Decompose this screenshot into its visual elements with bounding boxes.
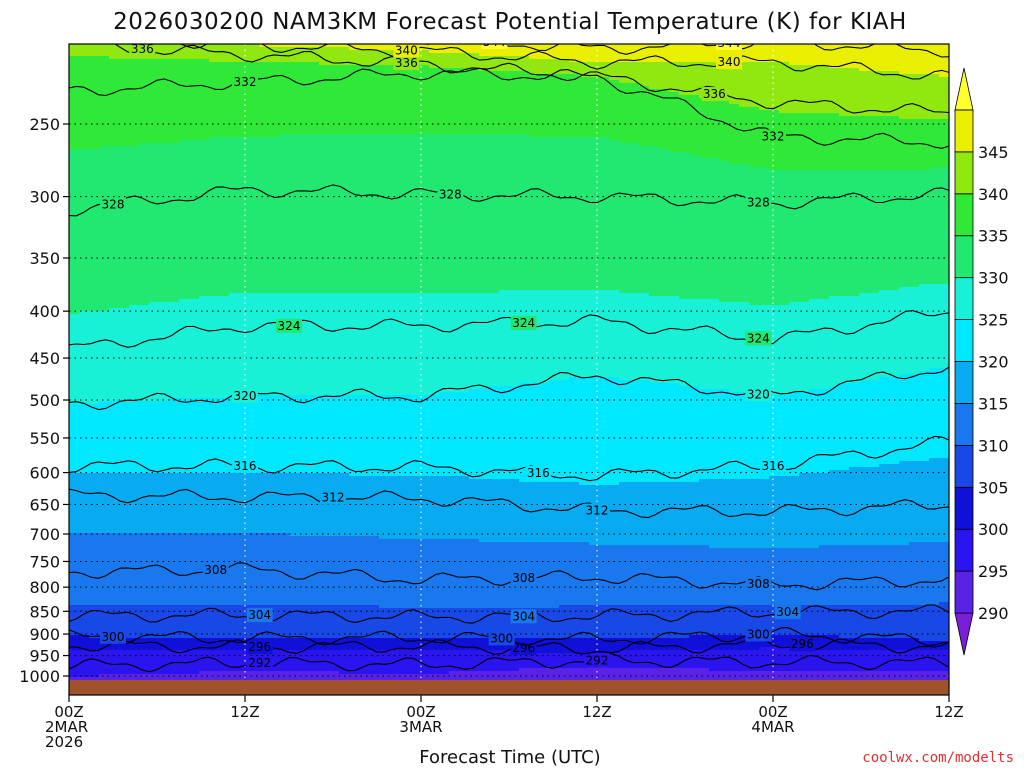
chart-svg: 2026030200 NAM3KM Forecast Potential Tem…: [0, 0, 1024, 768]
plot-fill-layer: [69, 44, 950, 696]
chart-title: 2026030200 NAM3KM Forecast Potential Tem…: [113, 9, 907, 35]
